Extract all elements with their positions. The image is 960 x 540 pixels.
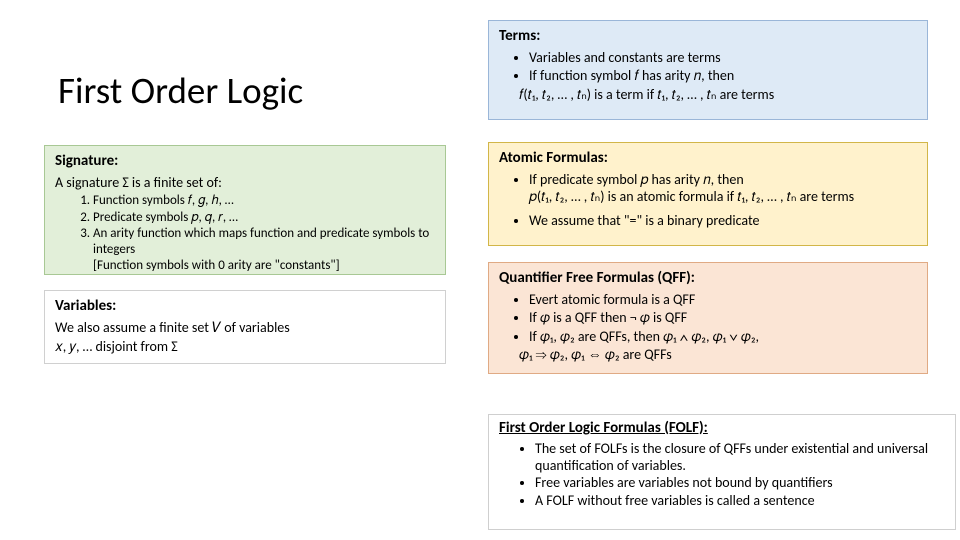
atomic-item-1a: If predicate symbol 𝑝 has arity 𝑛, then xyxy=(529,171,744,188)
folf-heading: First Order Logic Formulas (FOLF): xyxy=(499,419,945,438)
variables-line2: 𝑥, 𝑦, … disjoint from Σ xyxy=(55,338,435,356)
slide-title: First Order Logic xyxy=(58,68,303,113)
folf-item-1: The set of FOLFs is the closure of QFFs … xyxy=(535,441,945,475)
qff-cont: 𝜑₁ ⇒ 𝜑₂, 𝜑₁ ⇔ 𝜑₂ are QFFs xyxy=(499,346,917,364)
qff-heading: Quantifier Free Formulas (QFF): xyxy=(499,269,917,288)
signature-heading: Signature: xyxy=(55,152,435,171)
atomic-item-1: If predicate symbol 𝑝 has arity 𝑛, then … xyxy=(529,171,917,206)
variables-heading: Variables: xyxy=(55,297,435,316)
signature-item-3: An arity function which maps function an… xyxy=(93,226,435,259)
qff-item-3: If 𝜑₁, 𝜑₂ are QFFs, then 𝜑₁ ∧ 𝜑₂, 𝜑₁ ∨ 𝜑… xyxy=(529,328,917,346)
terms-detail: 𝑓(𝑡₁, 𝑡₂, … , 𝑡ₙ) is a term if 𝑡₁, 𝑡₂, …… xyxy=(499,86,917,104)
folf-item-2: Free variables are variables not bound b… xyxy=(535,475,945,492)
atomic-heading: Atomic Formulas: xyxy=(499,149,917,168)
folf-box: First Order Logic Formulas (FOLF): The s… xyxy=(488,414,956,530)
signature-note: [Function symbols with 0 arity are "cons… xyxy=(55,258,435,274)
atomic-item-2: We assume that "=" is a binary predicate xyxy=(529,212,917,230)
atomic-box: Atomic Formulas: If predicate symbol 𝑝 h… xyxy=(488,142,928,246)
signature-item-2: Predicate symbols 𝑝, 𝑞, 𝑟, … xyxy=(93,210,435,226)
terms-item-1: Variables and constants are terms xyxy=(529,49,917,67)
qff-item-1: Evert atomic formula is a QFF xyxy=(529,291,917,309)
terms-box: Terms: Variables and constants are terms… xyxy=(488,20,928,120)
terms-item-2: If function symbol 𝑓 has arity 𝑛, then xyxy=(529,67,917,85)
folf-item-3: A FOLF without free variables is called … xyxy=(535,493,945,510)
atomic-item-1b: 𝑝(𝑡₁, 𝑡₂, … , 𝑡ₙ) is an atomic formula i… xyxy=(529,188,854,205)
variables-line1: We also assume a finite set 𝑉 of variabl… xyxy=(55,319,435,337)
signature-box: Signature: A signature Σ is a finite set… xyxy=(44,145,446,275)
terms-heading: Terms: xyxy=(499,27,917,46)
signature-item-1: Function symbols 𝑓, 𝑔, ℎ, … xyxy=(93,193,435,209)
signature-intro: A signature Σ is a finite set of: xyxy=(55,174,435,192)
variables-box: Variables: We also assume a finite set 𝑉… xyxy=(44,290,446,364)
qff-item-2: If 𝜑 is a QFF then ¬ 𝜑 is QFF xyxy=(529,309,917,327)
qff-box: Quantifier Free Formulas (QFF): Evert at… xyxy=(488,262,928,374)
